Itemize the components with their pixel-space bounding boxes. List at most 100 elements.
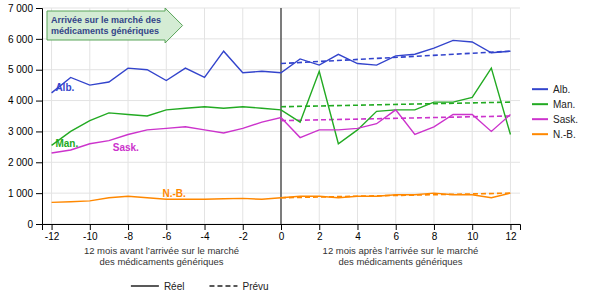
x-tick-label: -12: [45, 231, 60, 242]
legend-swatch: [532, 88, 548, 90]
legend-swatch: [532, 118, 548, 120]
x-tick-label: 2: [317, 231, 323, 242]
y-tick-mark: [36, 8, 42, 9]
plot: -12-10-8-6-4-202468101201 0002 0003 0004…: [8, 3, 521, 292]
y-tick-label: 6 000: [8, 34, 33, 45]
x-tick-mark: [396, 224, 397, 230]
legend-item: Réel: [131, 281, 185, 292]
x-tick-label: 6: [393, 231, 399, 242]
x-tick-mark: [166, 224, 167, 230]
line-label: Man.: [55, 138, 78, 149]
x-tick: -6: [162, 224, 171, 242]
legend-label: Prévu: [242, 281, 268, 292]
x-tick-mark: [510, 224, 511, 230]
x-tick-label: 0: [279, 231, 285, 242]
y-tick-label: 4 000: [8, 95, 33, 106]
line-label: N.-B.: [162, 188, 186, 199]
x-tick-label: 8: [432, 231, 438, 242]
x-tick-mark: [52, 224, 53, 230]
y-tick: 2 000: [8, 157, 42, 168]
chart: -12-10-8-6-4-202468101201 0002 0003 0004…: [0, 0, 600, 302]
grid: [42, 8, 520, 224]
legend-label: N.-B.: [553, 129, 576, 140]
grid-line-x: [281, 8, 282, 224]
x-tick-label: 4: [355, 231, 361, 242]
x-tick-mark: [205, 224, 206, 230]
legend-item: Sask.: [532, 114, 578, 125]
grid-line-x: [242, 8, 243, 224]
x-tick: 4: [355, 224, 361, 242]
legend-item: Man.: [532, 99, 575, 110]
legend-label: Alb.: [553, 84, 570, 95]
real-line: [52, 68, 511, 145]
text-line: 12 mois après l’arrivée sur le marché: [323, 245, 479, 256]
legend-label: Réel: [164, 281, 185, 292]
grid-line-x: [472, 8, 473, 224]
arrow-box: [47, 8, 183, 43]
real-line: [52, 193, 511, 202]
x-tick: 6: [393, 224, 399, 242]
legend-item: N.-B.: [532, 129, 576, 140]
real-line: [52, 110, 511, 153]
line-label: Alb.: [55, 82, 74, 93]
x-tick-label: -8: [124, 231, 133, 242]
x-tick: -8: [124, 224, 133, 242]
y-tick: 1 000: [8, 188, 42, 199]
grid-line-x: [395, 8, 396, 224]
line-label: Sask.: [113, 142, 139, 153]
y-tick-label: 3 000: [8, 126, 33, 137]
texts: Alb. Man. Sask. N.-B. Arrivée sur le marché …: [47, 8, 478, 267]
x-tick-mark: [434, 224, 435, 230]
y-tick-mark: [36, 224, 42, 225]
x-tick-mark: [357, 224, 358, 230]
grid-line-x: [433, 8, 434, 224]
y-axis: 0 1 000 2 000 3 000 4 000 5 000 6 000 7 000: [8, 3, 43, 230]
y-tick-mark: [36, 162, 42, 163]
y-tick: 7 000: [8, 3, 42, 14]
style-legend: Réel Prévu: [131, 281, 269, 292]
grid-line-x: [357, 8, 358, 224]
y-tick: 3 000: [8, 126, 42, 137]
x-tick-mark: [90, 224, 91, 230]
x-tick-label: 12: [505, 231, 517, 242]
x-tick-label: -4: [201, 231, 210, 242]
text-line: des médicaments génériques: [338, 256, 462, 267]
y-tick-mark: [36, 101, 42, 102]
x-tick: 2: [317, 224, 323, 242]
y-tick: 0: [27, 219, 42, 230]
y-tick-label: 0: [27, 219, 33, 230]
x-tick-mark: [319, 224, 320, 230]
x-tick-mark: [281, 224, 282, 230]
legend-swatch: [131, 285, 159, 287]
y-tick-mark: [36, 193, 42, 194]
legend-swatch: [532, 103, 548, 105]
arrow-text: Arrivée sur le marché desmédicaments gén…: [51, 15, 161, 36]
x-tick: 8: [432, 224, 438, 242]
y-tick-label: 2 000: [8, 157, 33, 168]
text-line: 12 mois avant l’arrivée sur le marché: [84, 245, 239, 256]
x-tick: -12: [45, 224, 60, 242]
x-tick: 0: [279, 224, 285, 242]
x-tick-mark: [243, 224, 244, 230]
real-line: [52, 40, 511, 92]
legend-label: Sask.: [553, 114, 578, 125]
y-tick-mark: [36, 70, 42, 71]
predicted-line: [281, 102, 510, 107]
x-tick: -10: [83, 224, 98, 242]
y-tick: 5 000: [8, 64, 42, 75]
y-axis-line: [36, 9, 43, 225]
grid-line-x: [319, 8, 320, 224]
text-line: Arrivée sur le marché des: [51, 15, 161, 25]
period-label: 12 mois après l’arrivée sur le marchédes…: [323, 245, 479, 267]
legend-swatch: [532, 133, 548, 135]
text-line: médicaments génériques: [51, 26, 159, 36]
y-tick-mark: [36, 39, 42, 40]
x-tick-label: -6: [162, 231, 171, 242]
x-tick: -2: [239, 224, 248, 242]
legend-item: Prévu: [209, 281, 268, 292]
text-line: des médicaments génériques: [99, 256, 223, 267]
y-tick: 6 000: [8, 34, 42, 45]
grid-line-x: [204, 8, 205, 224]
x-axis: -12-10-8-6-4-2024681012: [43, 224, 521, 242]
y-tick-label: 1 000: [8, 188, 33, 199]
